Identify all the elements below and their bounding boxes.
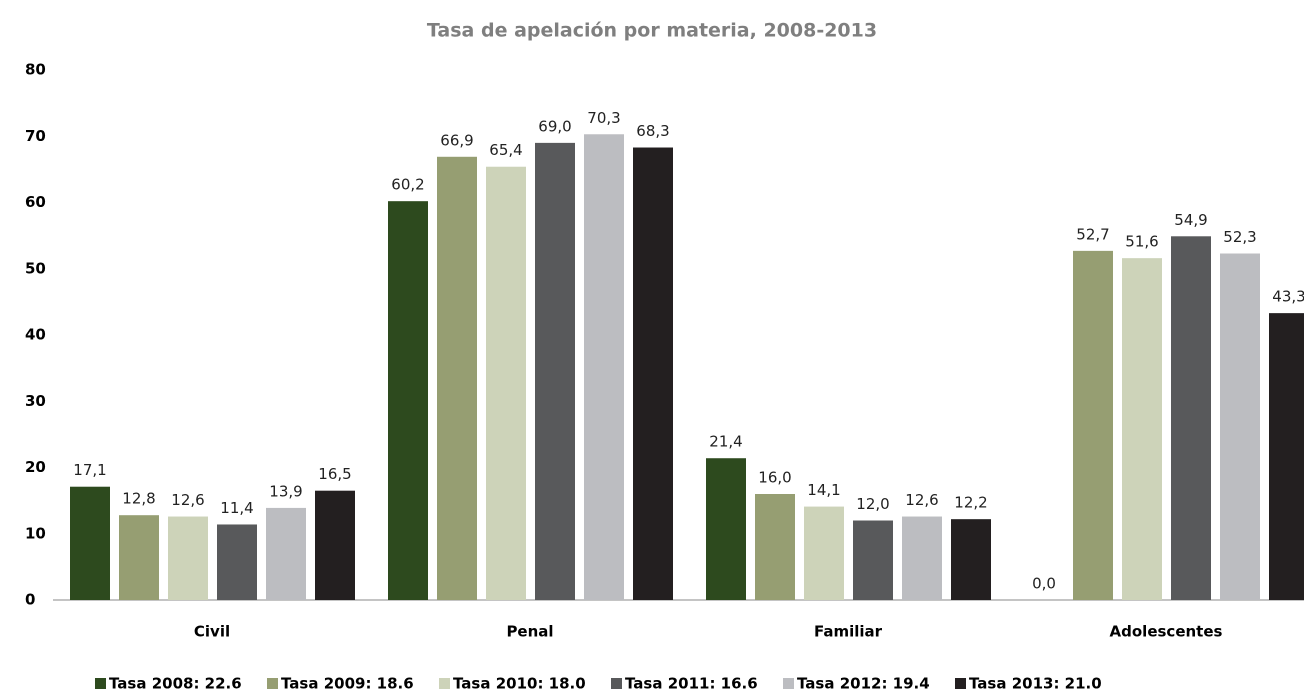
bar	[951, 519, 991, 600]
legend-swatch	[955, 678, 966, 689]
y-tick-label: 20	[25, 458, 46, 476]
legend-swatch	[95, 678, 106, 689]
legend-label: Tasa 2011: 16.6	[625, 675, 758, 691]
data-label: 14,1	[807, 481, 840, 499]
bar	[70, 486, 110, 600]
bar	[584, 134, 624, 600]
legend-label: Tasa 2010: 18.0	[453, 675, 586, 691]
bar	[902, 516, 942, 600]
bar	[633, 147, 673, 600]
bar	[804, 506, 844, 600]
legend-swatch	[439, 678, 450, 689]
data-label: 54,9	[1174, 211, 1207, 229]
y-tick-label: 0	[25, 591, 35, 609]
data-label: 11,4	[220, 499, 253, 517]
data-label: 52,7	[1076, 225, 1109, 243]
data-label: 65,4	[489, 141, 522, 159]
x-tick-label: Penal	[506, 623, 553, 641]
data-label: 16,5	[318, 465, 351, 483]
data-label: 66,9	[440, 131, 473, 149]
x-tick-label: Civil	[194, 623, 230, 641]
y-tick-label: 30	[25, 392, 46, 410]
data-label: 70,3	[587, 109, 620, 127]
data-label: 12,6	[171, 491, 204, 509]
data-label: 0,0	[1032, 575, 1056, 593]
legend-label: Tasa 2009: 18.6	[281, 675, 414, 691]
data-label: 17,1	[73, 461, 106, 479]
data-label: 51,6	[1125, 233, 1158, 251]
data-label: 16,0	[758, 469, 791, 487]
data-label: 43,3	[1272, 288, 1304, 306]
y-tick-label: 10	[25, 524, 46, 542]
data-label: 12,6	[905, 491, 938, 509]
legend-swatch	[611, 678, 622, 689]
y-tick-label: 50	[25, 259, 46, 277]
data-label: 68,3	[636, 122, 669, 140]
data-label: 12,2	[954, 494, 987, 512]
x-tick-label: Familiar	[814, 623, 883, 641]
bar	[1171, 236, 1211, 600]
y-tick-label: 80	[25, 61, 46, 79]
legend-label: Tasa 2008: 22.6	[109, 675, 242, 691]
bar	[388, 201, 428, 601]
bar	[168, 516, 208, 600]
bar	[1122, 258, 1162, 600]
data-label: 21,4	[709, 433, 742, 451]
data-label: 60,2	[391, 176, 424, 194]
bar	[1269, 313, 1304, 600]
bar	[706, 458, 746, 600]
data-label: 13,9	[269, 482, 302, 500]
legend-swatch	[267, 678, 278, 689]
bar	[486, 166, 526, 600]
legend-label: Tasa 2013: 21.0	[969, 675, 1102, 691]
bar	[853, 520, 893, 600]
y-tick-label: 70	[25, 127, 46, 145]
legend-label: Tasa 2012: 19.4	[797, 675, 930, 691]
y-tick-label: 40	[25, 326, 46, 344]
legend-swatch	[783, 678, 794, 689]
bar	[535, 142, 575, 600]
data-label: 12,8	[122, 490, 155, 508]
bar	[315, 490, 355, 600]
x-tick-label: Adolescentes	[1110, 623, 1223, 641]
data-label: 12,0	[856, 495, 889, 513]
chart-title: Tasa de apelación por materia, 2008-2013	[427, 20, 877, 42]
bar	[437, 156, 477, 600]
data-label: 69,0	[538, 117, 571, 135]
y-tick-label: 60	[25, 193, 46, 211]
bar	[755, 494, 795, 600]
bar	[119, 515, 159, 600]
bar	[217, 524, 257, 600]
bar	[1073, 250, 1113, 601]
bar	[1220, 253, 1260, 600]
data-label: 52,3	[1223, 228, 1256, 246]
bar	[266, 507, 306, 600]
